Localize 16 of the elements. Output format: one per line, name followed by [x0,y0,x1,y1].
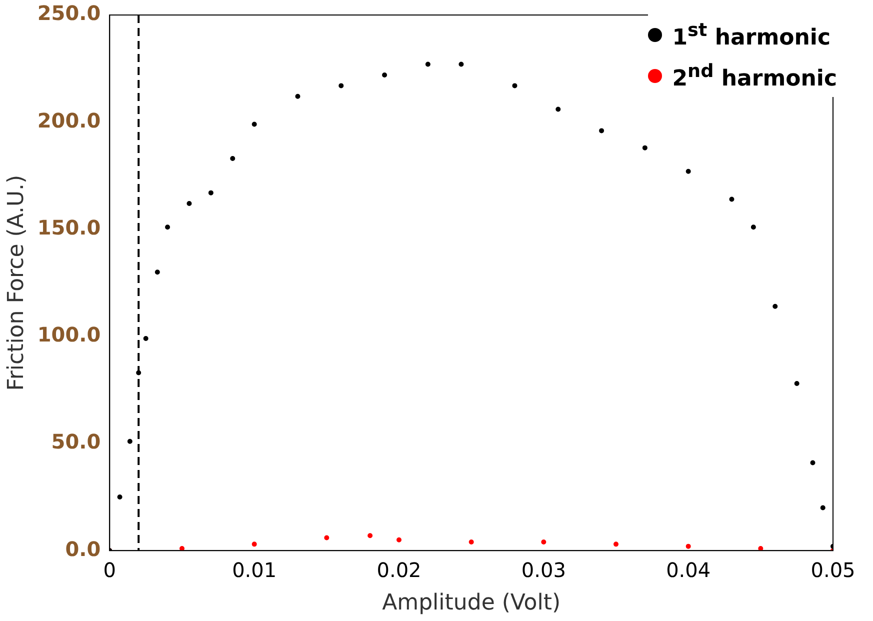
y-tick-label: 200.0 [37,108,101,132]
legend-label: 2$^{nd}$ harmonic [672,60,837,94]
y-tick-label: 50.0 [51,430,101,454]
x-axis-title: Amplitude (Volt) [382,590,561,616]
x-tick-label: 0.05 [810,558,856,582]
y-axis-title: Friction Force (A.U.) [4,174,29,391]
y-tick-label: 250.0 [37,1,101,26]
x-tick-label: 0 [103,558,116,582]
y-tick-label: 0.0 [65,536,101,561]
y-tick-label: 100.0 [37,322,101,347]
legend-label: 1$^{st}$ harmonic [672,19,830,52]
x-tick-label: 0.02 [376,558,422,582]
y-tick-label: 150.0 [37,215,101,240]
x-tick-label: 0.04 [666,558,711,582]
x-tick-label: 0.03 [521,558,566,582]
x-tick-label: 0.01 [232,558,277,582]
